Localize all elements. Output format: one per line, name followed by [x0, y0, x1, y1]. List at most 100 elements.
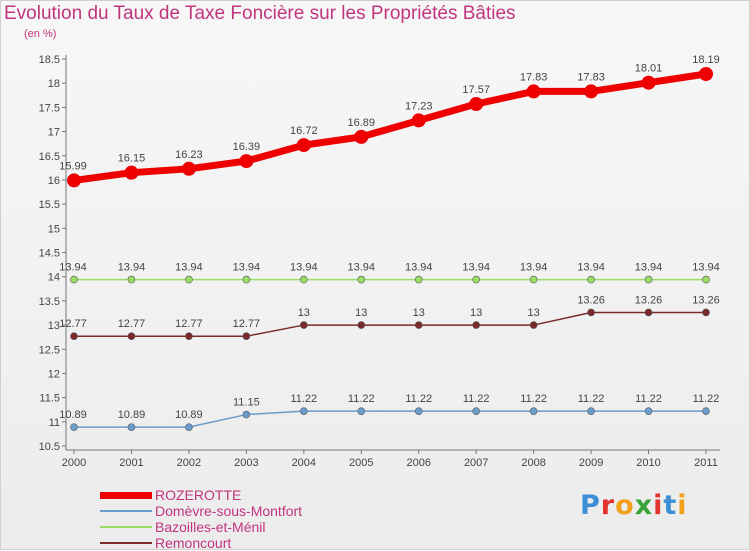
y-tick-label: 17.5: [39, 102, 60, 114]
data-point: [185, 423, 193, 431]
data-point: [354, 129, 369, 144]
data-label: 16.89: [348, 117, 376, 129]
data-label: 16.39: [233, 141, 261, 153]
data-label: 11.22: [405, 393, 432, 405]
data-label: 13.26: [635, 294, 663, 306]
y-tick-label: 18.5: [39, 54, 60, 66]
data-point: [641, 75, 656, 90]
y-tick-label: 10.5: [39, 441, 60, 453]
data-label: 18.19: [692, 54, 720, 66]
x-tick-label: 2000: [62, 457, 86, 469]
data-label: 17.57: [462, 84, 490, 96]
y-tick-label: 13.5: [39, 296, 60, 308]
data-label: 17.83: [520, 71, 548, 83]
data-label: 13: [413, 307, 425, 319]
series-line-1: [74, 410, 706, 428]
data-point: [296, 138, 311, 153]
data-label: 17.83: [577, 71, 605, 83]
data-point: [242, 410, 251, 419]
y-tick-label: 11: [49, 417, 60, 429]
data-point: [469, 96, 484, 111]
data-point: [185, 332, 193, 340]
data-point: [644, 308, 653, 317]
data-point: [127, 423, 136, 431]
legend-label: Remoncourt: [155, 535, 232, 551]
data-point: [587, 407, 595, 415]
series-line-3: [74, 311, 706, 337]
data-label: 13: [298, 307, 310, 319]
data-label: 13.94: [59, 262, 87, 274]
data-point: [242, 275, 251, 284]
data-label: 12.77: [175, 318, 203, 330]
y-tick-label: 11.5: [39, 393, 60, 405]
data-point: [414, 407, 423, 415]
data-label: 16.15: [118, 153, 146, 165]
data-point: [702, 275, 710, 284]
data-point: [414, 275, 423, 284]
data-point: [67, 173, 81, 188]
data-label: 11.22: [693, 393, 720, 405]
data-label: 13.94: [175, 262, 203, 274]
data-label: 11.22: [635, 393, 662, 405]
data-label: 13.94: [233, 262, 261, 274]
logo-letter: x: [634, 490, 654, 521]
data-point: [300, 407, 308, 415]
x-tick-label: 2008: [521, 457, 545, 469]
data-point: [70, 332, 78, 340]
y-tick-label: 14.5: [39, 248, 60, 260]
legend-label: Bazoilles-et-Ménil: [155, 519, 266, 535]
data-point: [411, 113, 426, 128]
x-tick-label: 2001: [119, 457, 143, 469]
x-tick-label: 2011: [694, 457, 718, 469]
data-label: 16.23: [175, 149, 203, 161]
legend-swatch: [100, 492, 152, 499]
logo-letter: i: [653, 490, 664, 521]
data-point: [239, 154, 254, 169]
data-point: [702, 407, 710, 415]
data-point: [185, 275, 193, 284]
logo-letter: t: [663, 490, 678, 521]
data-point: [587, 275, 595, 284]
data-point: [124, 165, 139, 180]
line-chart: 10.5 11 11.5 12 12.5 13 13.5 14 14.5 15 15.5 16 16.5…: [39, 54, 720, 469]
data-label: 11.22: [578, 393, 605, 405]
data-point: [529, 275, 538, 284]
data-label: 13.26: [692, 294, 720, 306]
data-label: 12.77: [233, 318, 261, 330]
data-point: [357, 275, 366, 284]
data-point: [587, 308, 595, 317]
y-tick-label: 16: [48, 175, 60, 187]
legend-swatch: [100, 526, 152, 528]
logo-letter: P: [580, 490, 601, 521]
data-label: 11.22: [463, 393, 490, 405]
data-point: [300, 275, 308, 284]
data-label: 15.99: [59, 160, 87, 172]
legend-label: ROZEROTTE: [155, 487, 242, 503]
data-point: [644, 275, 653, 284]
data-point: [472, 407, 480, 415]
data-point: [357, 321, 366, 329]
data-point: [644, 407, 653, 415]
data-label: 13.94: [520, 262, 548, 274]
series-line-0: [73, 70, 707, 184]
logo-letter: r: [600, 490, 616, 521]
x-tick-label: 2009: [579, 457, 603, 469]
proxiti-logo: Proxiti: [580, 490, 688, 521]
data-label: 12.77: [59, 318, 87, 330]
data-label: 11.22: [348, 393, 375, 405]
chart-title: Evolution du Taux de Taxe Foncière sur l…: [4, 3, 516, 24]
data-point: [414, 321, 423, 329]
data-point: [529, 321, 538, 329]
data-label: 13.94: [348, 262, 376, 274]
x-tick-label: 2002: [177, 457, 201, 469]
data-label: 13: [470, 307, 482, 319]
data-label: 13.94: [405, 262, 433, 274]
data-point: [70, 423, 78, 431]
data-label: 13.94: [118, 262, 146, 274]
unit-label: (en %): [24, 28, 57, 40]
data-point: [127, 332, 136, 340]
y-tick-label: 15.5: [39, 199, 60, 211]
data-point: [526, 84, 541, 99]
data-point: [472, 275, 480, 284]
